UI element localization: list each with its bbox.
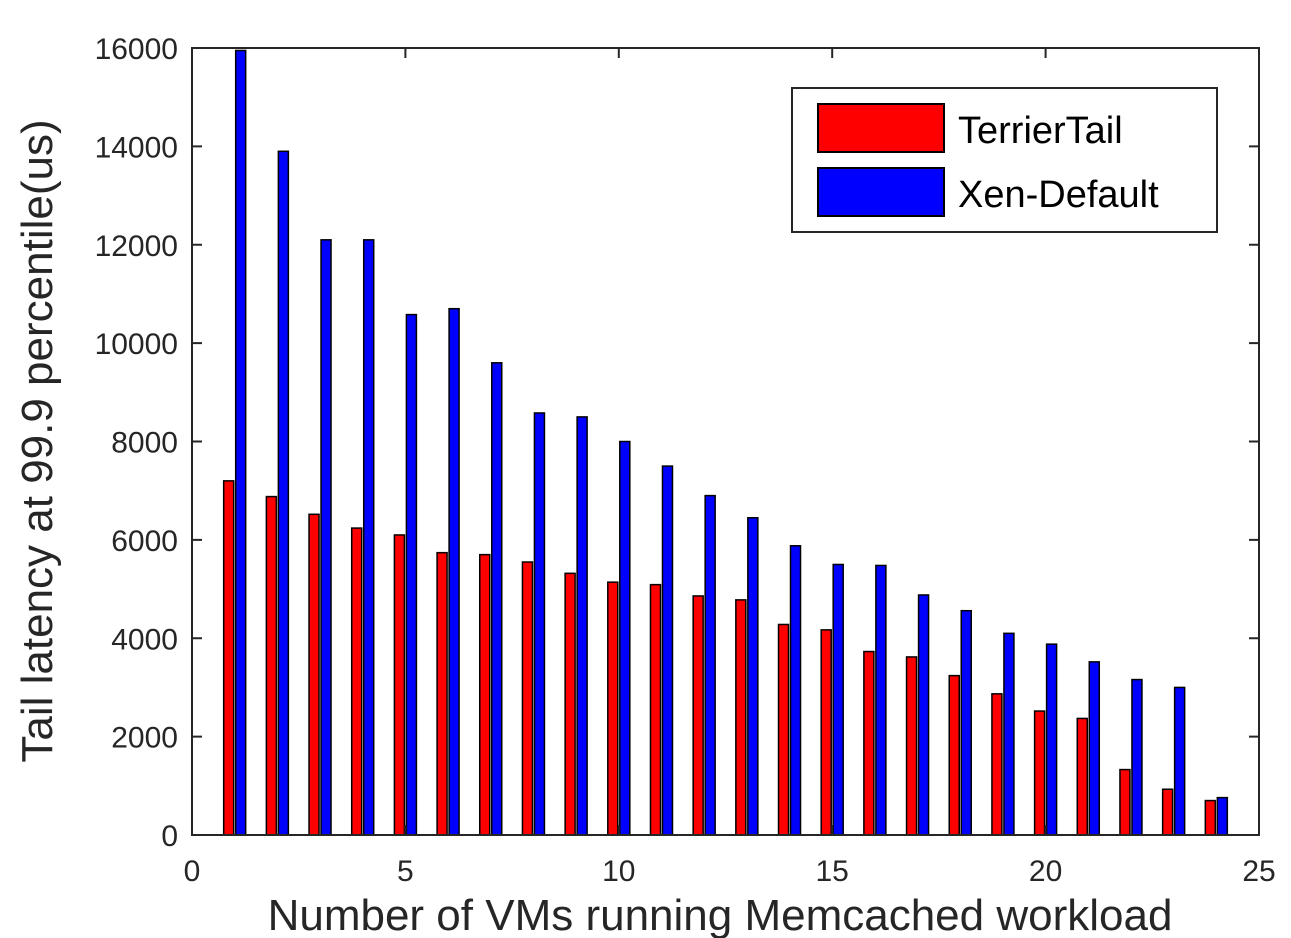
bar-terriertail-16: [863, 650, 875, 836]
bar-terriertail-13: [735, 599, 747, 836]
bar-terriertail-17: [905, 656, 918, 836]
y-tick-label-2000: 2000: [111, 722, 178, 755]
x-tick-label-25: 25: [1242, 855, 1275, 888]
x-tick-label-10: 10: [602, 855, 635, 888]
bar-terriertail-7: [479, 553, 491, 836]
bar-terriertail-2: [265, 495, 278, 836]
x-tick-label-0: 0: [184, 855, 201, 888]
y-tick-label-4000: 4000: [111, 623, 178, 656]
bar-xen-default-7: [491, 362, 503, 836]
x-tick-label-20: 20: [1029, 855, 1062, 888]
bar-xen-default-14: [789, 545, 802, 836]
bar-xen-default-1: [234, 49, 247, 836]
bar-xen-default-24: [1216, 796, 1229, 836]
y-tick-label-14000: 14000: [95, 131, 178, 164]
bar-terriertail-20: [1033, 710, 1046, 836]
bar-terriertail-21: [1076, 717, 1089, 836]
bar-xen-default-17: [917, 594, 930, 836]
y-tick-label-12000: 12000: [95, 230, 178, 263]
bar-terriertail-4: [350, 527, 363, 836]
bar-xen-default-20: [1045, 643, 1058, 836]
y-tick-label-6000: 6000: [111, 525, 178, 558]
bar-xen-default-12: [704, 494, 716, 836]
bar-xen-default-23: [1173, 686, 1186, 836]
bar-terriertail-10: [607, 581, 619, 836]
bar-xen-default-5: [405, 313, 418, 836]
bar-xen-default-22: [1131, 678, 1143, 836]
bar-terriertail-8: [521, 561, 534, 836]
bar-terriertail-19: [991, 693, 1003, 836]
x-axis-label: Number of VMs running Memcached workload: [268, 891, 1173, 938]
bar-terriertail-11: [649, 583, 662, 836]
bar-terriertail-5: [393, 534, 406, 836]
bar-xen-default-13: [747, 516, 759, 836]
plot-frame: [191, 47, 1260, 836]
bar-terriertail-14: [777, 623, 790, 836]
bar-xen-default-6: [448, 307, 460, 836]
bar-xen-default-10: [619, 440, 631, 836]
bar-terriertail-18: [948, 674, 960, 836]
y-axis-label: Tail latency at 99.9 percentile(us): [13, 119, 62, 762]
bar-xen-default-18: [960, 609, 972, 836]
bar-xen-default-3: [320, 239, 332, 836]
legend-swatch-terriertail: [817, 103, 945, 153]
legend: TerrierTail Xen-Default: [791, 87, 1218, 233]
bar-xen-default-9: [576, 416, 588, 836]
bar-xen-default-8: [533, 412, 546, 836]
bar-terriertail-22: [1119, 768, 1131, 836]
bar-terriertail-24: [1204, 799, 1217, 836]
tick-labels: 0 2000 4000 6000 8000 10000 12000 14000 16000 0 5 1…: [95, 33, 1276, 888]
bar-terriertail-12: [692, 595, 704, 836]
bar-terriertail-15: [820, 629, 832, 836]
bar-xen-default-16: [875, 564, 887, 836]
bar-xen-default-11: [661, 465, 674, 836]
y-tick-label-0: 0: [161, 820, 178, 853]
legend-label-xen-default: Xen-Default: [958, 174, 1159, 216]
bar-terriertail-3: [308, 513, 320, 836]
bar-xen-default-21: [1088, 661, 1101, 836]
legend-swatch-xen-default: [817, 167, 945, 217]
x-tick-label-5: 5: [397, 855, 414, 888]
bar-terriertail-6: [436, 551, 448, 836]
bar-xen-default-4: [362, 239, 375, 836]
bar-xen-default-2: [277, 150, 290, 836]
bar-terriertail-23: [1161, 788, 1174, 836]
legend-label-terriertail: TerrierTail: [958, 110, 1123, 152]
x-tick-label-15: 15: [816, 855, 849, 888]
y-tick-label-10000: 10000: [95, 328, 178, 361]
y-tick-label-16000: 16000: [95, 33, 178, 66]
y-tick-label-8000: 8000: [111, 427, 178, 460]
bar-terriertail-9: [564, 572, 576, 836]
bar-xen-default-15: [832, 563, 844, 836]
bar-xen-default-19: [1003, 632, 1015, 836]
bar-terriertail-1: [222, 480, 235, 836]
